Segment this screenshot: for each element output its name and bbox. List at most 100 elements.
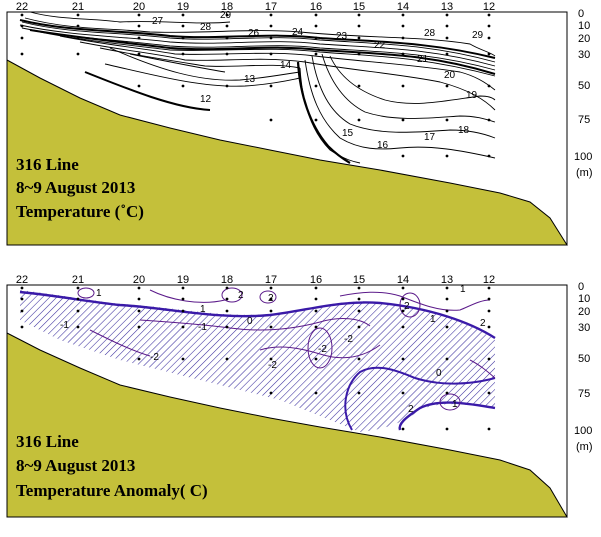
- section-line-label: 316 Line: [16, 432, 79, 451]
- panel-annotation: 316 Line 8~9 August 2013 Temperature (˚C…: [16, 155, 144, 221]
- sampling-point: [181, 36, 185, 40]
- sampling-point: [357, 24, 361, 28]
- sampling-point: [76, 36, 80, 40]
- contour-label: 19: [466, 90, 478, 101]
- sampling-point: [314, 118, 318, 122]
- sampling-point: [181, 24, 185, 28]
- contour-label: 1: [460, 284, 466, 295]
- sampling-point: [225, 297, 229, 301]
- zero-anomaly-line: [19, 290, 496, 340]
- sampling-point: [314, 297, 318, 301]
- sampling-point: [487, 84, 491, 88]
- sampling-point: [487, 357, 491, 361]
- sampling-point: [20, 52, 24, 56]
- anomaly-contours: [77, 287, 496, 411]
- sampling-point: [181, 52, 185, 56]
- station-label: 12: [483, 274, 495, 286]
- sampling-points-bottom: [20, 286, 491, 431]
- sampling-point: [76, 309, 80, 313]
- sampling-point: [20, 13, 24, 17]
- sampling-point: [269, 118, 273, 122]
- sampling-point: [401, 36, 405, 40]
- contour-label: 23: [336, 31, 348, 42]
- station-label: 12: [483, 1, 495, 13]
- sampling-point: [137, 325, 141, 329]
- sampling-point: [137, 297, 141, 301]
- contour-label: -2: [150, 352, 159, 363]
- contour-label: 16: [377, 140, 389, 151]
- station-label: 21: [72, 274, 84, 286]
- contour-label: 28: [200, 22, 212, 33]
- sampling-point: [487, 286, 491, 290]
- contour-label: 0: [247, 316, 253, 327]
- station-label: 14: [397, 274, 409, 286]
- contour-label: 13: [244, 74, 256, 85]
- sampling-point: [181, 286, 185, 290]
- depth-tick: 50: [578, 80, 590, 92]
- sampling-point: [314, 13, 318, 17]
- sampling-point: [401, 286, 405, 290]
- sampling-point: [487, 24, 491, 28]
- contour-label: 1: [430, 314, 436, 325]
- sampling-point: [401, 309, 405, 313]
- depth-tick: 30: [578, 322, 590, 334]
- depth-tick: 0: [578, 281, 584, 293]
- contour-label: -2: [344, 334, 353, 345]
- temperature-anomaly-panel: 22 21 20 19 18 17 16 15 14 13 12 0 10 20…: [6, 274, 593, 518]
- contour-label: -1: [60, 320, 69, 331]
- station-label: 18: [221, 1, 233, 13]
- sampling-point: [269, 286, 273, 290]
- depth-tick: 20: [578, 33, 590, 45]
- sampling-point: [357, 13, 361, 17]
- contour-labels: 27 29 28 26 24 23 22 28 29 21 20 19 14 1…: [152, 10, 484, 151]
- sampling-point: [76, 52, 80, 56]
- sampling-point: [445, 286, 449, 290]
- isotherm-deep-bold: [84, 71, 211, 111]
- variable-label: Temperature (˚C): [16, 202, 144, 221]
- contour-label: 2: [408, 404, 414, 415]
- sampling-point: [225, 84, 229, 88]
- sampling-point: [357, 309, 361, 313]
- sampling-point: [401, 52, 405, 56]
- sampling-points-top: [20, 13, 491, 158]
- depth-tick: 75: [578, 388, 590, 400]
- sampling-point: [225, 325, 229, 329]
- depth-tick: 10: [578, 293, 590, 305]
- station-axis: 22 21 20 19 18 17 16 15 14 13 12: [16, 1, 495, 13]
- sampling-point: [314, 357, 318, 361]
- sampling-point: [445, 427, 449, 431]
- sampling-point: [314, 36, 318, 40]
- sampling-point: [269, 297, 273, 301]
- contour-label: 18: [458, 125, 470, 136]
- sampling-point: [314, 24, 318, 28]
- sampling-point: [357, 357, 361, 361]
- station-label: 16: [310, 1, 322, 13]
- sampling-point: [225, 24, 229, 28]
- seafloor-area: [6, 332, 568, 518]
- sampling-point: [314, 391, 318, 395]
- sampling-point: [181, 84, 185, 88]
- contour-label: -1: [198, 322, 207, 333]
- station-label: 17: [265, 1, 277, 13]
- depth-tick: 20: [578, 306, 590, 318]
- sampling-point: [487, 297, 491, 301]
- station-label: 22: [16, 274, 28, 286]
- station-label: 18: [221, 274, 233, 286]
- sampling-point: [225, 36, 229, 40]
- sampling-point: [401, 427, 405, 431]
- sampling-point: [181, 297, 185, 301]
- sampling-point: [401, 391, 405, 395]
- sampling-point: [487, 325, 491, 329]
- sampling-point: [314, 52, 318, 56]
- sampling-point: [487, 427, 491, 431]
- variable-label: Temperature Anomaly( C): [16, 481, 208, 500]
- sampling-point: [137, 36, 141, 40]
- survey-date: 8~9 August 2013: [16, 456, 135, 475]
- contour-label: 14: [280, 60, 292, 71]
- isotherm-thermocline-bold: [29, 29, 496, 75]
- sampling-point: [181, 309, 185, 313]
- sampling-point: [225, 357, 229, 361]
- zero-anomaly-line: [398, 401, 496, 431]
- contour-label: -2: [318, 344, 327, 355]
